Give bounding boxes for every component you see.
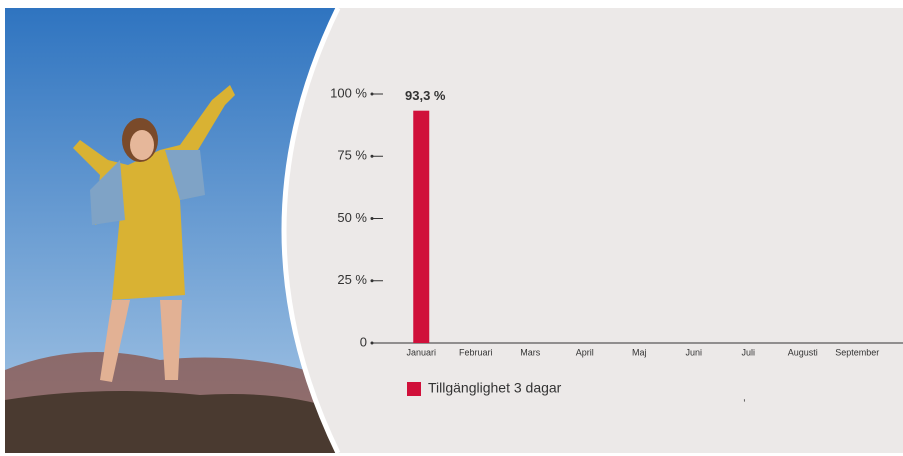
chart-panel — [260, 8, 903, 453]
x-tick-label: September — [835, 347, 879, 357]
value-label: 93,3 % — [405, 88, 446, 103]
legend-swatch — [407, 382, 421, 396]
y-tick-label: 75 % — [337, 148, 367, 163]
y-tick-label: 25 % — [337, 272, 367, 287]
x-tick-label: Februari — [459, 347, 493, 357]
x-tick-label: Maj — [632, 347, 647, 357]
x-tick-label: Augusti — [788, 347, 818, 357]
bar — [413, 110, 430, 343]
x-tick-label: Juni — [685, 347, 702, 357]
x-tick-label: Mars — [520, 347, 540, 357]
x-tick-label: April — [576, 347, 594, 357]
x-tick-label: Januari — [406, 347, 436, 357]
x-tick-label: Juli — [741, 347, 755, 357]
legend-label: Tillgänglighet 3 dagar — [428, 380, 562, 396]
y-tick-label: 100 % — [330, 85, 367, 100]
y-tick-label: 50 % — [337, 210, 367, 225]
photo-edge — [281, 6, 341, 455]
y-tick-label: 0 — [360, 334, 367, 349]
mark: , — [743, 393, 746, 404]
